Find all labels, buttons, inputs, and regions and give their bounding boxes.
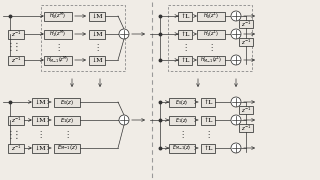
Text: $H_0(z^M)$: $H_0(z^M)$	[49, 11, 67, 21]
Text: ↓M: ↓M	[34, 118, 46, 123]
Text: ⋮: ⋮	[181, 42, 189, 51]
Text: ↓M: ↓M	[91, 57, 103, 62]
Text: ↑L: ↑L	[180, 31, 190, 37]
Text: ↓M: ↓M	[91, 14, 103, 19]
Bar	[197, 55, 225, 64]
Text: $E_1(z)$: $E_1(z)$	[175, 116, 189, 125]
Text: $H_0(z^L)$: $H_0(z^L)$	[203, 11, 219, 21]
Bar	[178, 55, 192, 64]
Text: $z^{-1}$: $z^{-1}$	[241, 123, 251, 133]
Circle shape	[231, 97, 241, 107]
Circle shape	[119, 29, 129, 39]
Text: ↑L: ↑L	[203, 118, 213, 123]
Bar	[32, 143, 48, 152]
Circle shape	[231, 115, 241, 125]
Text: ⋮: ⋮	[207, 42, 215, 51]
Text: ⋮: ⋮	[204, 130, 212, 140]
Bar	[239, 124, 253, 132]
Text: ↑L: ↑L	[180, 57, 190, 62]
Text: $E_0(z)$: $E_0(z)$	[175, 98, 189, 107]
Text: ⋮: ⋮	[5, 130, 15, 140]
Text: ↓M: ↓M	[34, 145, 46, 150]
Text: ⋮: ⋮	[36, 130, 44, 140]
Bar	[201, 143, 215, 152]
Bar	[201, 116, 215, 125]
Bar	[89, 55, 105, 64]
Bar	[239, 38, 253, 46]
Bar	[41, 5, 125, 71]
Bar	[89, 30, 105, 39]
Bar	[197, 30, 225, 39]
Text: ⋮: ⋮	[5, 42, 15, 52]
Bar	[89, 12, 105, 21]
Text: ⋮: ⋮	[63, 130, 71, 140]
Text: $E_{M\!-\!1}(z)$: $E_{M\!-\!1}(z)$	[172, 143, 192, 152]
Text: $E_0(z)$: $E_0(z)$	[60, 98, 74, 107]
Text: $z^{-1}$: $z^{-1}$	[11, 115, 21, 125]
Bar	[54, 143, 80, 152]
Bar	[178, 30, 192, 39]
Bar	[8, 30, 24, 39]
Text: ↑L: ↑L	[203, 100, 213, 105]
Bar	[169, 116, 195, 125]
Text: $z^{-1}$: $z^{-1}$	[11, 29, 21, 39]
Circle shape	[119, 115, 129, 125]
Text: $E_{M\!-\!1}(z)$: $E_{M\!-\!1}(z)$	[57, 143, 77, 152]
Bar	[32, 98, 48, 107]
Text: $E_1(z)$: $E_1(z)$	[60, 116, 74, 125]
Text: $z^{-1}$: $z^{-1}$	[241, 37, 251, 47]
Text: $z^{-1}$: $z^{-1}$	[11, 55, 21, 65]
Text: $z^{-1}$: $z^{-1}$	[11, 143, 21, 153]
Bar	[168, 5, 252, 71]
Bar	[8, 143, 24, 152]
Circle shape	[231, 11, 241, 21]
Text: $H_1(z^M)$: $H_1(z^M)$	[49, 29, 67, 39]
Text: $z^{-1}$: $z^{-1}$	[241, 19, 251, 29]
Bar	[8, 55, 24, 64]
Bar	[8, 116, 24, 125]
Bar	[201, 98, 215, 107]
Bar	[239, 106, 253, 114]
Circle shape	[231, 29, 241, 39]
Circle shape	[231, 55, 241, 65]
Text: ⋮: ⋮	[11, 42, 21, 52]
Bar	[44, 55, 72, 64]
Bar	[44, 30, 72, 39]
Text: ↑L: ↑L	[203, 145, 213, 150]
Bar	[169, 143, 195, 152]
Bar	[169, 98, 195, 107]
Text: ⋮: ⋮	[54, 42, 62, 51]
Bar	[54, 98, 80, 107]
Text: $H_{M\!-\!1}(z^L)$: $H_{M\!-\!1}(z^L)$	[200, 55, 222, 65]
Text: ↓M: ↓M	[34, 100, 46, 105]
Bar	[197, 12, 225, 21]
Text: ⋮: ⋮	[178, 130, 186, 140]
Bar	[178, 12, 192, 21]
Text: ⋮: ⋮	[11, 130, 21, 140]
Circle shape	[231, 143, 241, 153]
Text: $z^{-1}$: $z^{-1}$	[241, 105, 251, 115]
Bar	[54, 116, 80, 125]
Text: $H_{M\!-\!1}(z^M)$: $H_{M\!-\!1}(z^M)$	[46, 55, 70, 65]
Text: ↑L: ↑L	[180, 14, 190, 19]
Bar	[239, 20, 253, 28]
Text: ↓M: ↓M	[91, 31, 103, 37]
Text: ⋮: ⋮	[93, 42, 101, 51]
Text: $H_1(z^L)$: $H_1(z^L)$	[203, 29, 219, 39]
Bar	[32, 116, 48, 125]
Bar	[44, 12, 72, 21]
